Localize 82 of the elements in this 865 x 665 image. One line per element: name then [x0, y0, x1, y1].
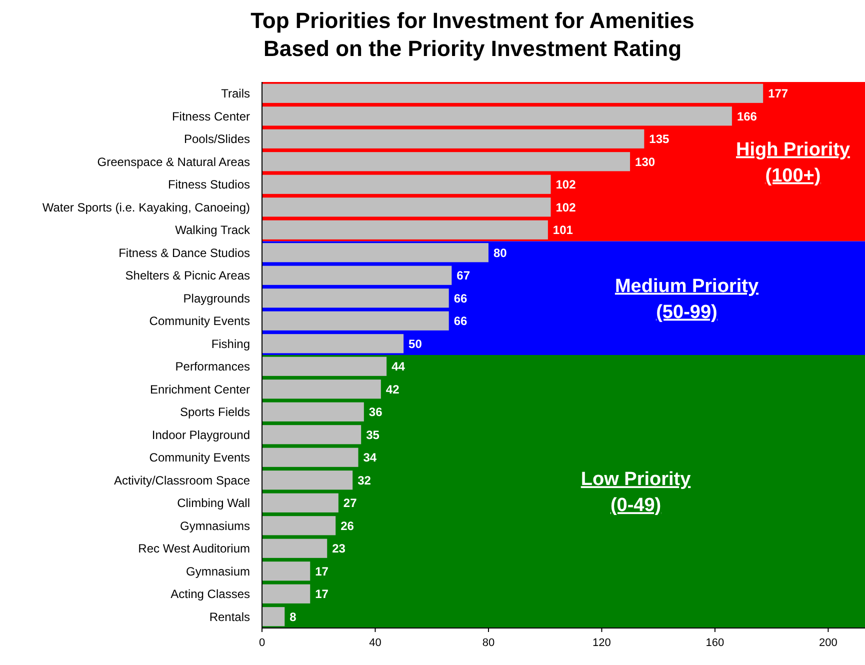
- bar: [262, 425, 362, 444]
- y-tick-label: Indoor Playground: [152, 428, 250, 442]
- bar: [262, 380, 381, 399]
- bar: [262, 152, 630, 172]
- bar: [262, 516, 336, 536]
- y-tick-label: Gymnasium: [186, 564, 250, 578]
- data-label: 35: [366, 428, 380, 442]
- x-tick-label: 160: [706, 637, 724, 649]
- data-label: 8: [290, 610, 297, 624]
- y-tick-label: Gymnasiums: [180, 518, 250, 533]
- data-label: 80: [493, 246, 508, 260]
- y-tick-label: Acting Classes: [170, 587, 250, 602]
- y-tick-label: Walking Track: [175, 223, 251, 238]
- data-label: 102: [556, 178, 576, 192]
- data-label: 166: [736, 109, 758, 124]
- band-label: High Priority (100+): [736, 139, 850, 186]
- y-tick-label: Activity/Classroom Space: [114, 473, 250, 488]
- bar: [262, 448, 358, 467]
- y-tick-label: Greenspace & Natural Areas: [97, 154, 250, 169]
- y-tick-label: Fishing: [211, 336, 250, 351]
- x-tick-label: 80: [482, 637, 495, 649]
- y-tick-label: Pools/Slides: [184, 132, 250, 146]
- bar: [262, 174, 551, 194]
- x-tick-label: 120: [592, 637, 611, 649]
- data-label: 177: [768, 86, 788, 101]
- y-tick-label: Rec West Auditorium: [138, 542, 250, 556]
- bar: [262, 266, 452, 285]
- bar: [262, 84, 764, 103]
- data-label: 50: [408, 336, 422, 351]
- data-label: 102: [556, 200, 576, 214]
- x-tick-label: 200: [819, 637, 838, 649]
- data-label: 101: [552, 223, 574, 238]
- bar: [262, 220, 548, 240]
- y-tick-label: Climbing Wall: [177, 496, 250, 510]
- y-tick-label: Enrichment Center: [150, 382, 250, 396]
- bar: [262, 562, 310, 581]
- data-label: 27: [343, 496, 358, 510]
- y-tick-label: Fitness Studios: [168, 178, 250, 192]
- chart-title: Top Priorities for Investment for Amenities Based on the Priority Investment Rating: [250, 8, 694, 61]
- y-tick-label: Fitness & Dance Studios: [118, 246, 250, 260]
- bar: [262, 584, 310, 604]
- bar: [262, 129, 644, 148]
- bar: [262, 538, 328, 558]
- x-tick-label: 0: [258, 637, 266, 649]
- bar: [262, 493, 338, 512]
- y-tick-label: Water Sports (i.e. Kayaking, Canoeing): [42, 200, 250, 214]
- data-label: 44: [392, 360, 406, 374]
- data-label: 32: [358, 473, 372, 488]
- data-label: 66: [454, 291, 468, 306]
- bar: [262, 198, 551, 217]
- data-label: 67: [456, 268, 470, 283]
- data-label: 66: [454, 314, 468, 328]
- bar: [262, 470, 353, 490]
- data-label: 23: [332, 542, 346, 556]
- bar: [262, 243, 488, 262]
- x-tick-label: 40: [369, 637, 382, 649]
- y-tick-label: Trails: [221, 86, 250, 101]
- y-tick-label: Playgrounds: [183, 291, 250, 306]
- y-tick-label: Sports Fields: [180, 405, 250, 420]
- data-label: 17: [315, 564, 329, 578]
- data-label: 34: [363, 450, 377, 465]
- data-label: 36: [368, 405, 383, 420]
- y-tick-label: Shelters & Picnic Areas: [125, 268, 250, 283]
- y-tick-label: Rentals: [209, 610, 250, 624]
- bar: [262, 334, 404, 354]
- bar: [262, 607, 285, 626]
- bar: [262, 311, 449, 330]
- data-label: 130: [635, 154, 656, 169]
- data-label: 17: [315, 587, 329, 602]
- y-tick-label: Community Events: [149, 314, 250, 328]
- bar: [262, 106, 732, 126]
- data-label: 42: [386, 382, 400, 396]
- data-label: 26: [340, 518, 354, 533]
- bar: [262, 356, 387, 376]
- band-label: Medium Priority (50-99): [614, 276, 759, 323]
- bar: [262, 288, 449, 308]
- y-tick-label: Fitness Center: [172, 109, 250, 124]
- bar: [262, 402, 364, 422]
- y-tick-label: Performances: [175, 360, 250, 374]
- data-label: 135: [649, 132, 670, 146]
- y-tick-label: Community Events: [149, 450, 250, 465]
- band-label: Low Priority (0-49): [580, 469, 692, 516]
